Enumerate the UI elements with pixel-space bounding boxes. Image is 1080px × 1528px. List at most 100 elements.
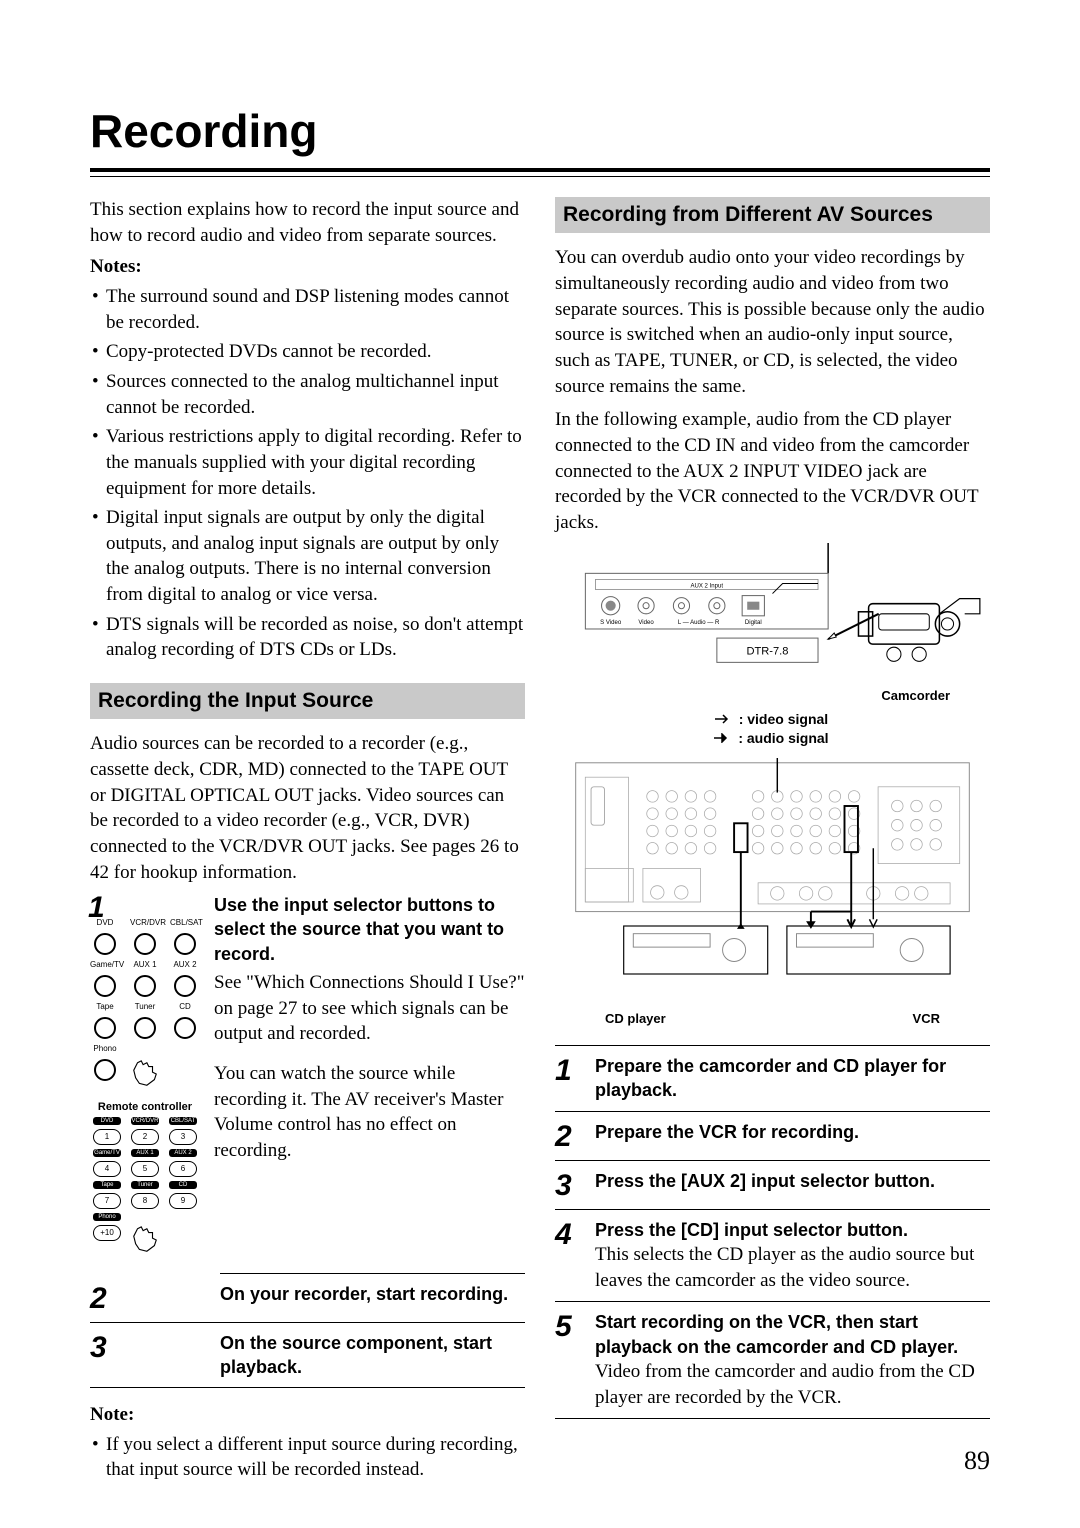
step-number: 1 — [555, 1054, 579, 1103]
left-section-para: Audio sources can be recorded to a recor… — [90, 731, 525, 885]
step-bold: Prepare the VCR for recording. — [595, 1120, 990, 1144]
step1-bold: Use the input selector buttons to select… — [214, 893, 525, 966]
cd-player-label: CD player — [605, 1010, 666, 1028]
svg-text:S Video: S Video — [600, 620, 622, 626]
step-number: 3 — [90, 1331, 114, 1380]
step-number: 5 — [555, 1310, 579, 1410]
svg-text:AUX 2 Input: AUX 2 Input — [690, 584, 723, 590]
hand-pointer-icon — [130, 1225, 160, 1255]
page-title: Recording — [90, 100, 990, 172]
svg-text:Digital: Digital — [745, 620, 762, 626]
remote-label: VCR/DVR — [130, 919, 160, 927]
remote-btn-label: VCR/DVR — [131, 1117, 159, 1125]
remote-label: CD — [170, 1003, 200, 1011]
remote-button-icon — [174, 933, 196, 955]
remote-num-button: 4 — [93, 1161, 121, 1177]
remote-label: Tape — [90, 1003, 120, 1011]
remote-btn-label: CD — [169, 1181, 197, 1189]
remote-label: Game/TV — [90, 961, 120, 969]
remote-button-icon — [94, 975, 116, 997]
video-arrow-icon — [713, 714, 731, 724]
remote-label: AUX 2 — [170, 961, 200, 969]
remote-btn-label: DVD — [93, 1117, 121, 1125]
remote-button-icon — [94, 1017, 116, 1039]
svg-text:L — Audio — R: L — Audio — R — [678, 620, 720, 626]
remote-num-button: 8 — [131, 1193, 159, 1209]
remote-button-icon — [174, 1017, 196, 1039]
step-number: 4 — [555, 1218, 579, 1294]
step-body: Video from the camcorder and audio from … — [595, 1359, 990, 1410]
vcr-label: VCR — [913, 1010, 940, 1028]
right-column: Recording from Different AV Sources You … — [555, 197, 990, 1503]
note-item: The surround sound and DSP listening mod… — [90, 284, 525, 335]
step2-bold: On your recorder, start recording. — [220, 1282, 525, 1306]
step-bold: Press the [AUX 2] input selector button. — [595, 1169, 990, 1193]
note-item: Digital input signals are output by only… — [90, 505, 525, 608]
remote-num-button: 6 — [169, 1161, 197, 1177]
remote-btn-label: Phono — [93, 1213, 121, 1221]
step-number: 2 — [90, 1282, 114, 1314]
audio-signal-label: : audio signal — [738, 729, 828, 748]
video-signal-label: : video signal — [739, 710, 828, 729]
left-section-title: Recording the Input Source — [90, 683, 525, 719]
note-item: Copy-protected DVDs cannot be recorded. — [90, 339, 525, 365]
back-panel-diagram — [555, 758, 990, 998]
step-body: This selects the CD player as the audio … — [595, 1242, 990, 1293]
remote-button-icon — [134, 1017, 156, 1039]
audio-arrow-icon — [712, 733, 730, 743]
right-section-title: Recording from Different AV Sources — [555, 197, 990, 233]
right-steps-list: 1 Prepare the camcorder and CD player fo… — [555, 1045, 990, 1419]
remote-label: CBL/SAT — [170, 919, 200, 927]
svg-text:DTR-7.8: DTR-7.8 — [746, 646, 788, 658]
step-number: 3 — [555, 1169, 579, 1201]
note2-label: Note: — [90, 1402, 525, 1428]
svg-text:Video: Video — [638, 620, 654, 626]
remote-num-button: 7 — [93, 1193, 121, 1209]
remote-label: Phono — [90, 1045, 120, 1053]
remote-num-button: 5 — [131, 1161, 159, 1177]
signal-legend: : video signal : audio signal — [555, 710, 990, 748]
note-item: Various restrictions apply to digital re… — [90, 424, 525, 501]
right-para1: You can overdub audio onto your video re… — [555, 245, 990, 399]
camcorder-label: Camcorder — [555, 687, 990, 705]
remote-caption: Remote controller — [90, 1101, 200, 1113]
remote-num-button: 1 — [93, 1129, 121, 1145]
remote-btn-label: CBL/SAT — [169, 1117, 197, 1125]
step-bold: Prepare the camcorder and CD player for … — [595, 1054, 990, 1103]
front-panel-diagram: AUX 2 Input S Video Video L — Audio — R … — [555, 543, 990, 675]
remote-label: Tuner — [130, 1003, 160, 1011]
remote-graphic: 1 DVD VCR/DVR CBL/SAT Game/TV AUX 1 AUX … — [90, 893, 200, 1262]
remote-btn-label: Game/TV — [93, 1149, 121, 1157]
remote-btn-label: AUX 2 — [169, 1149, 197, 1157]
remote-btn-label: Tape — [93, 1181, 121, 1189]
step-bold: Press the [CD] input selector button. — [595, 1218, 990, 1242]
remote-num-button: 3 — [169, 1129, 197, 1145]
hand-pointer-icon — [130, 1059, 160, 1089]
step3-bold: On the source component, start playback. — [220, 1331, 525, 1380]
notes-label: Notes: — [90, 254, 525, 280]
remote-num-button: 2 — [131, 1129, 159, 1145]
remote-btn-label: AUX 1 — [131, 1149, 159, 1157]
note2-list: If you select a different input source d… — [90, 1432, 525, 1483]
step-number: 2 — [555, 1120, 579, 1152]
step1-body: See "Which Connections Should I Use?" on… — [214, 970, 525, 1047]
note-item: Sources connected to the analog multicha… — [90, 369, 525, 420]
remote-button-icon — [174, 975, 196, 997]
remote-button-icon — [94, 1059, 116, 1081]
note-item: DTS signals will be recorded as noise, s… — [90, 612, 525, 663]
step1-body2: You can watch the source while recording… — [214, 1061, 525, 1164]
step-bold: Start recording on the VCR, then start p… — [595, 1310, 990, 1359]
notes-list: The surround sound and DSP listening mod… — [90, 284, 525, 663]
page-number: 89 — [964, 1443, 990, 1478]
remote-label: AUX 1 — [130, 961, 160, 969]
title-underline — [90, 176, 990, 177]
remote-button-icon — [94, 933, 116, 955]
note-item: If you select a different input source d… — [90, 1432, 525, 1483]
left-column: This section explains how to record the … — [90, 197, 525, 1503]
remote-button-icon — [134, 975, 156, 997]
remote-num-button: 9 — [169, 1193, 197, 1209]
right-para2: In the following example, audio from the… — [555, 407, 990, 535]
intro-text: This section explains how to record the … — [90, 197, 525, 248]
step-number: 1 — [88, 891, 112, 923]
remote-btn-label: Tuner — [131, 1181, 159, 1189]
